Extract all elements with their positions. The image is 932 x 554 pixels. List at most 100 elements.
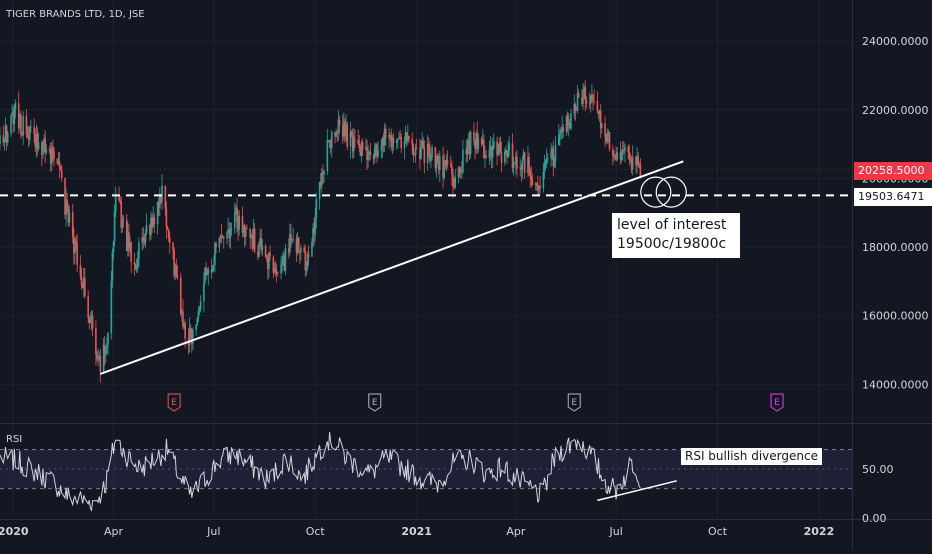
note-line-2: 19500c/19800c <box>617 236 727 252</box>
candle-body-241 <box>372 154 375 159</box>
candle-body-368 <box>567 123 570 125</box>
candle-body-243 <box>375 144 377 149</box>
candle-body-147 <box>227 228 229 233</box>
candle-body-231 <box>357 139 360 144</box>
candle-body-222 <box>343 120 345 137</box>
candle-body-399 <box>615 155 617 160</box>
candle-body-312 <box>481 140 484 145</box>
candle-body-28 <box>43 138 45 143</box>
candle-body-122 <box>188 327 191 346</box>
candle-body-78 <box>120 201 123 228</box>
candle-body-282 <box>435 155 438 169</box>
date-tick-label: 2022 <box>804 525 835 538</box>
candle-body-397 <box>613 155 615 158</box>
candle-body-255 <box>392 137 395 143</box>
candle-body-248 <box>382 138 385 145</box>
candle-body-413 <box>637 156 639 165</box>
rsi-line <box>0 431 641 512</box>
candle-body-410 <box>631 156 634 170</box>
candle-body-297 <box>458 167 461 173</box>
interest-circle-0 <box>640 176 672 208</box>
rsi-divergence-note[interactable]: RSI bullish divergence <box>681 448 822 465</box>
candle-body-3 <box>4 125 7 142</box>
candle-body-242 <box>373 148 376 159</box>
candle-body-353 <box>544 160 547 165</box>
candle-body-359 <box>553 162 556 167</box>
candle-body-119 <box>183 322 185 327</box>
candle-body-139 <box>214 243 216 265</box>
candle-body-249 <box>383 128 386 145</box>
candle-body-341 <box>527 156 529 173</box>
candle-body-221 <box>341 125 344 137</box>
candle-body-88 <box>135 268 138 270</box>
candle-body-320 <box>492 141 495 149</box>
candle-body-80 <box>122 219 125 221</box>
candle-body-369 <box>569 123 571 129</box>
candle-body-42 <box>65 200 67 215</box>
candle-body-32 <box>49 151 52 164</box>
candle-body-182 <box>281 261 283 265</box>
candle-body-355 <box>546 158 549 160</box>
candle-body-398 <box>614 155 616 158</box>
candle-body-280 <box>431 147 433 158</box>
candle-body-41 <box>64 177 66 215</box>
candle-body-331 <box>511 143 514 169</box>
candle-body-167 <box>258 243 260 258</box>
candle-body-401 <box>619 152 622 160</box>
candle-body-201 <box>311 242 313 257</box>
price-tick-label: 16000.0000 <box>862 310 928 323</box>
candle-body-250 <box>384 128 387 139</box>
candle-body-64 <box>98 355 100 357</box>
earnings-marker-0: E <box>167 393 181 412</box>
candle-body-62 <box>96 354 98 360</box>
candle-body-238 <box>367 154 369 160</box>
rsi-divergence-line <box>597 480 677 502</box>
candle-body-110 <box>168 237 171 243</box>
candle-body-336 <box>519 167 522 169</box>
candle-body-286 <box>442 156 444 178</box>
last-price-tag: 20258.5000 <box>854 162 932 180</box>
candle-body-77 <box>119 200 121 202</box>
candle-body-382 <box>589 95 592 104</box>
candle-body-136 <box>210 269 213 273</box>
candle-body-239 <box>368 151 371 155</box>
candle-body-2 <box>3 141 6 143</box>
candle-body-105 <box>161 185 163 202</box>
candle-body-281 <box>434 147 437 169</box>
candle-body-100 <box>153 217 156 225</box>
candle-body-291 <box>449 163 452 166</box>
candle-body-85 <box>130 242 132 262</box>
candle-body-192 <box>296 237 299 253</box>
candle-body-267 <box>412 145 415 154</box>
candle-body-91 <box>141 237 143 243</box>
note-line-1: level of interest <box>617 217 727 233</box>
candle-body-29 <box>44 138 46 153</box>
candle-body-306 <box>473 131 475 141</box>
candle-body-317 <box>489 146 492 150</box>
candle-body-197 <box>304 251 307 271</box>
candle-body-380 <box>585 99 588 104</box>
candle-body-154 <box>237 222 239 230</box>
candle-body-352 <box>543 164 546 172</box>
candle-body-164 <box>252 228 255 249</box>
candle-body-266 <box>411 139 414 146</box>
level-of-interest-note[interactable]: level of interest 19500c/19800c <box>612 213 740 258</box>
candle-body-402 <box>620 151 623 160</box>
candle-body-350 <box>539 186 541 189</box>
candle-body-362 <box>559 133 561 135</box>
candle-body-116 <box>179 277 182 314</box>
candle-body-160 <box>246 228 248 230</box>
candle-body-12 <box>19 115 21 128</box>
candle-body-34 <box>52 147 54 152</box>
candle-body-71 <box>110 281 113 334</box>
candle-body-311 <box>480 138 483 145</box>
candle-body-75 <box>114 194 117 212</box>
candle-body-10 <box>14 103 17 110</box>
candle-body-9 <box>13 109 16 124</box>
candle-body-275 <box>423 147 426 164</box>
candle-body-406 <box>627 146 630 153</box>
candle-body-171 <box>264 246 267 257</box>
candle-body-52 <box>80 276 83 286</box>
